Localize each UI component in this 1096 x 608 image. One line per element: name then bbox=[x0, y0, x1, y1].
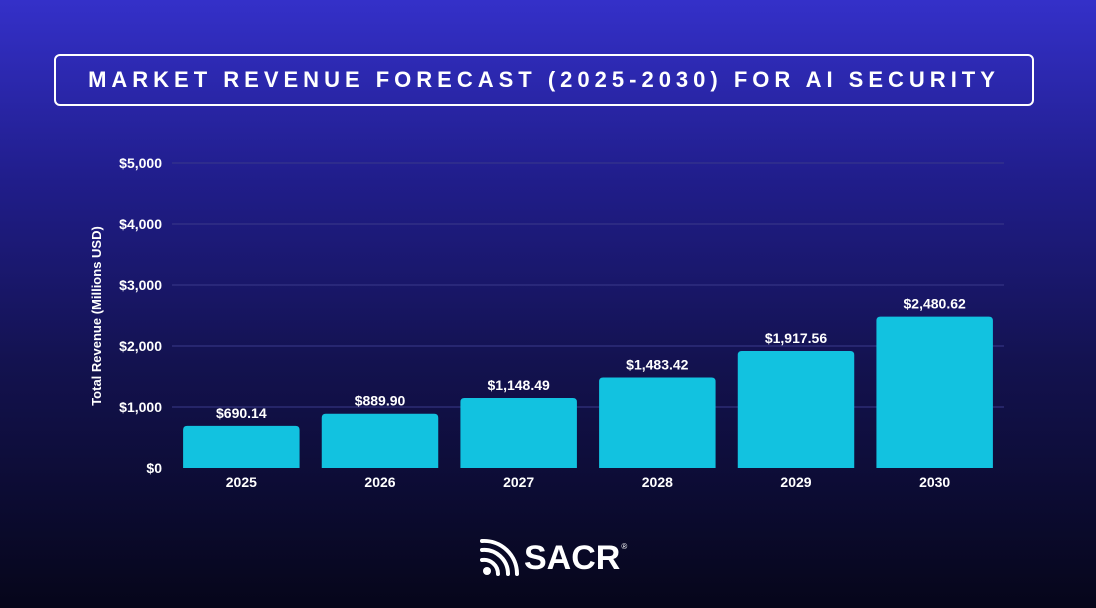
brand-name: SACR bbox=[524, 538, 621, 577]
x-tick-label: 2030 bbox=[919, 474, 950, 490]
x-tick-label: 2025 bbox=[226, 474, 257, 490]
gridlines bbox=[172, 162, 1004, 408]
chart-title-box: MARKET REVENUE FORECAST (2025-2030) FOR … bbox=[54, 54, 1034, 106]
bar bbox=[460, 397, 577, 468]
bar bbox=[183, 425, 300, 468]
bar-data-label: $1,483.42 bbox=[626, 357, 688, 373]
registered-mark: ® bbox=[621, 542, 628, 551]
y-tick-label: $1,000 bbox=[119, 399, 162, 415]
bar bbox=[599, 377, 716, 468]
bars bbox=[183, 316, 993, 468]
y-tick-label: $2,000 bbox=[119, 338, 162, 354]
x-tick-label: 2026 bbox=[364, 474, 395, 490]
bar-data-label: $690.14 bbox=[216, 405, 267, 421]
chart-title: MARKET REVENUE FORECAST (2025-2030) FOR … bbox=[88, 67, 1000, 92]
x-tick-label: 2029 bbox=[780, 474, 811, 490]
bar-data-label: $1,917.56 bbox=[765, 330, 827, 346]
wifi-signal-icon bbox=[480, 538, 520, 576]
bar-chart: $0 $1,000 $2,000 $3,000 $4,000 $5,000 $690.14… bbox=[89, 155, 1004, 490]
x-axis-ticks: 2025 2026 2027 2028 2029 2030 bbox=[226, 474, 951, 490]
bar bbox=[321, 413, 439, 468]
y-axis-label: Total Revenue (Millions USD) bbox=[89, 226, 104, 406]
y-tick-label: $0 bbox=[146, 460, 162, 476]
bar-data-label: $2,480.62 bbox=[904, 296, 966, 312]
y-tick-label: $3,000 bbox=[119, 277, 162, 293]
data-labels: $690.14 $889.90 $1,148.49 $1,483.42 $1,917.5… bbox=[216, 296, 966, 421]
bar bbox=[876, 316, 993, 468]
x-tick-label: 2028 bbox=[642, 474, 673, 490]
x-tick-label: 2027 bbox=[503, 474, 534, 490]
bar-data-label: $1,148.49 bbox=[488, 377, 550, 393]
y-axis-ticks: $0 $1,000 $2,000 $3,000 $4,000 $5,000 bbox=[119, 155, 162, 476]
sacr-logo: SACR ® bbox=[478, 536, 627, 580]
bar bbox=[737, 351, 855, 468]
y-tick-label: $5,000 bbox=[119, 155, 162, 171]
bar-data-label: $889.90 bbox=[355, 393, 406, 409]
y-tick-label: $4,000 bbox=[119, 216, 162, 232]
